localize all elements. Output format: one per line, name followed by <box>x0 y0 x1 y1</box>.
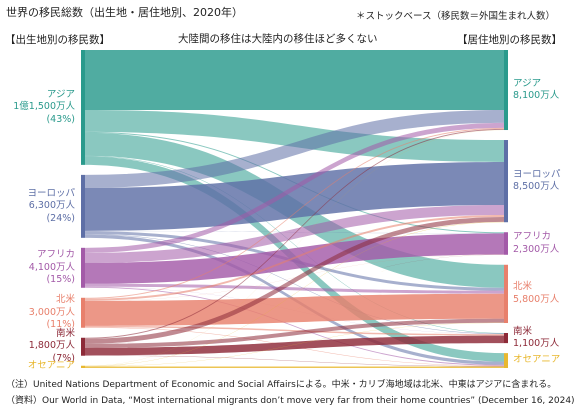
destination-node-bar <box>504 333 508 344</box>
flow-ribbon <box>85 283 504 294</box>
destination-value: 5,800万人 <box>513 293 560 305</box>
destination-value: 2,300万人 <box>513 243 560 255</box>
origin-node-bar <box>81 174 85 238</box>
origin-label: ヨーロッパ 6,300万人 (24%) <box>27 188 75 226</box>
origin-node-bar <box>81 50 85 165</box>
destination-label: アジア 8,100万人 <box>513 78 559 103</box>
flow-ribbon <box>85 221 504 367</box>
left-axis-header: 【出生地別の移民数】 <box>5 34 110 46</box>
origin-value: 4,100万人 <box>28 261 75 273</box>
footer-source: （資料）Our World in Data, “Most internation… <box>6 396 575 406</box>
destination-node-bar <box>504 353 508 368</box>
flow-ribbon <box>85 109 504 188</box>
flow-ribbon <box>85 109 504 162</box>
origin-node-bar <box>81 337 85 356</box>
origin-label: 北米 3,000万人 (11%) <box>29 294 75 332</box>
destination-label: ヨーロッパ 8,500万人 <box>513 169 561 194</box>
destination-node-bar <box>504 264 508 324</box>
flow-layer <box>85 50 504 368</box>
flow-ribbon <box>85 254 504 301</box>
destination-label: オセアニア <box>513 354 560 367</box>
destination-label: アフリカ 2,300万人 <box>513 231 559 256</box>
flow-ribbon <box>85 127 504 299</box>
origin-label: オセアニア <box>28 360 75 373</box>
destination-name: 北米 <box>513 281 533 293</box>
origin-name: オセアニア <box>27 359 75 371</box>
flow-ribbon <box>85 122 504 253</box>
flow-ribbon <box>85 216 504 344</box>
flow-ribbon <box>85 322 504 367</box>
flow-ribbon <box>85 254 504 367</box>
flow-ribbon <box>85 293 504 326</box>
destination-node-bar <box>504 232 508 255</box>
origin-share: (7%) <box>52 352 75 364</box>
flow-ribbon <box>85 335 504 356</box>
destination-value: 1,100万人 <box>513 338 560 350</box>
flow-ribbon <box>85 161 504 231</box>
origin-node-bar <box>81 247 85 288</box>
flow-ribbon <box>85 234 504 335</box>
destination-value: 8,500万人 <box>513 181 560 193</box>
destination-label: 南米 1,100万人 <box>513 326 559 351</box>
destination-node-bar <box>504 140 508 223</box>
destination-node-bar <box>504 50 508 131</box>
origin-share: (15%) <box>46 274 75 286</box>
node-layer <box>81 50 508 368</box>
flow-ribbon <box>85 355 504 367</box>
destination-value: 8,100万人 <box>513 90 560 101</box>
origin-label: アジア 1億1,500万人 (43%) <box>13 89 75 127</box>
destination-name: オセアニア <box>513 354 561 366</box>
destination-label: 北米 5,800万人 <box>513 281 559 306</box>
chart-subtitle: 大陸間の移住は大陸内の移住ほど多くない <box>178 33 378 45</box>
destination-name: ヨーロッパ <box>513 168 561 180</box>
destination-name: 南米 <box>513 325 533 337</box>
origin-share: (11%) <box>46 319 75 330</box>
flow-ribbon <box>85 286 504 366</box>
flow-ribbon <box>85 50 504 110</box>
flow-ribbon <box>85 325 504 336</box>
origin-name: ヨーロッパ <box>27 187 75 199</box>
right-axis-header: 【居住地別の移民数】 <box>457 34 562 46</box>
origin-label: 南米 1,800万人 (7%) <box>29 328 75 366</box>
flow-ribbon <box>85 366 504 368</box>
flow-ribbon <box>85 254 504 344</box>
origin-name: アジア <box>46 88 75 100</box>
flow-ribbon <box>85 318 504 348</box>
origin-value: 6,300万人 <box>28 200 75 212</box>
flow-ribbon <box>85 214 504 301</box>
chart-title: 世界の移民総数（出生地・居住地別、2020年） <box>6 6 243 19</box>
flow-ribbon <box>85 128 504 339</box>
origin-share: (24%) <box>46 212 75 224</box>
origin-name: 北米 <box>55 294 75 305</box>
destination-name: アフリカ <box>513 231 552 242</box>
origin-value: 3,000万人 <box>28 306 75 318</box>
destination-name: アジア <box>513 77 542 89</box>
origin-name: 南米 <box>55 327 75 339</box>
origin-node-bar <box>81 297 85 328</box>
chart-note: ＊ストックベース（移民数＝外国生まれ人数） <box>356 11 556 22</box>
origin-value: 1億1,500万人 <box>13 101 75 113</box>
flow-ribbon <box>85 343 504 367</box>
origin-label: アフリカ 4,100万人 (15%) <box>29 249 75 287</box>
footer-note: （注）United Nations Department of Economic… <box>6 380 557 390</box>
flow-ribbon <box>85 129 504 366</box>
origin-share: (43%) <box>46 113 75 125</box>
origin-value: 1,800万人 <box>28 340 75 352</box>
flow-ribbon <box>85 155 504 334</box>
origin-node-bar <box>81 365 85 368</box>
origin-name: アフリカ <box>36 249 75 261</box>
